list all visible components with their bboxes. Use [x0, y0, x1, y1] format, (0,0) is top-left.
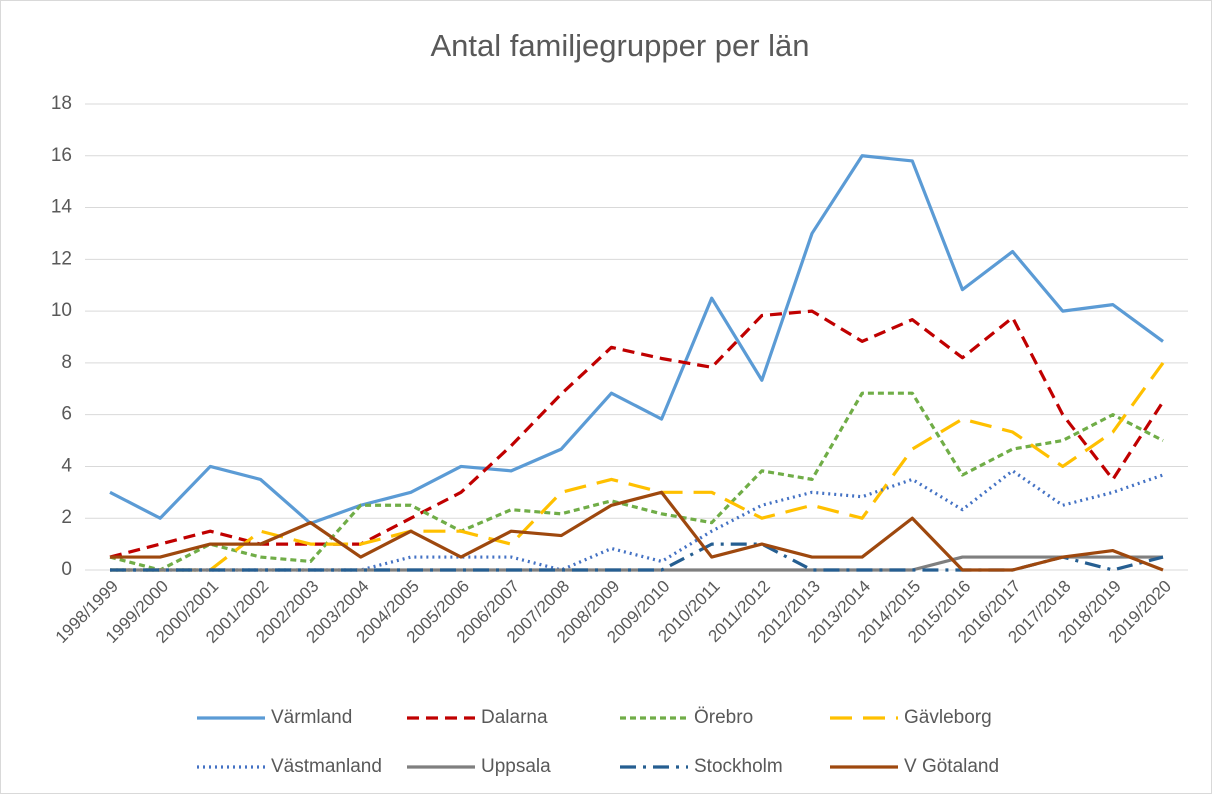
series-line [110, 490, 1164, 572]
series-line [110, 361, 1165, 572]
series-line [109, 391, 1164, 572]
legend-label: V Götaland [904, 756, 999, 777]
y-tick-label: 14 [51, 197, 73, 218]
legend-label: Värmland [271, 707, 352, 728]
y-tick-label: 4 [61, 455, 72, 476]
legend-label: Dalarna [481, 707, 548, 728]
series-line [109, 309, 1165, 559]
legend-label: Gävleborg [904, 707, 992, 728]
y-tick-label: 0 [61, 559, 72, 580]
legend-label: Stockholm [694, 756, 783, 777]
y-tick-label: 6 [61, 404, 72, 425]
legend-label: Västmanland [271, 756, 382, 777]
y-tick-label: 18 [51, 93, 72, 114]
series-line [110, 542, 1164, 572]
y-tick-label: 2 [61, 507, 72, 528]
y-tick-label: 16 [51, 145, 72, 166]
y-tick-label: 12 [51, 248, 72, 269]
y-tick-label: 8 [61, 352, 72, 373]
legend-label: Örebro [694, 707, 753, 728]
series-line [109, 154, 1164, 525]
chart-title: Antal familjegrupper per län [430, 28, 809, 63]
y-tick-label: 10 [51, 300, 72, 321]
legend-label: Uppsala [481, 756, 551, 777]
